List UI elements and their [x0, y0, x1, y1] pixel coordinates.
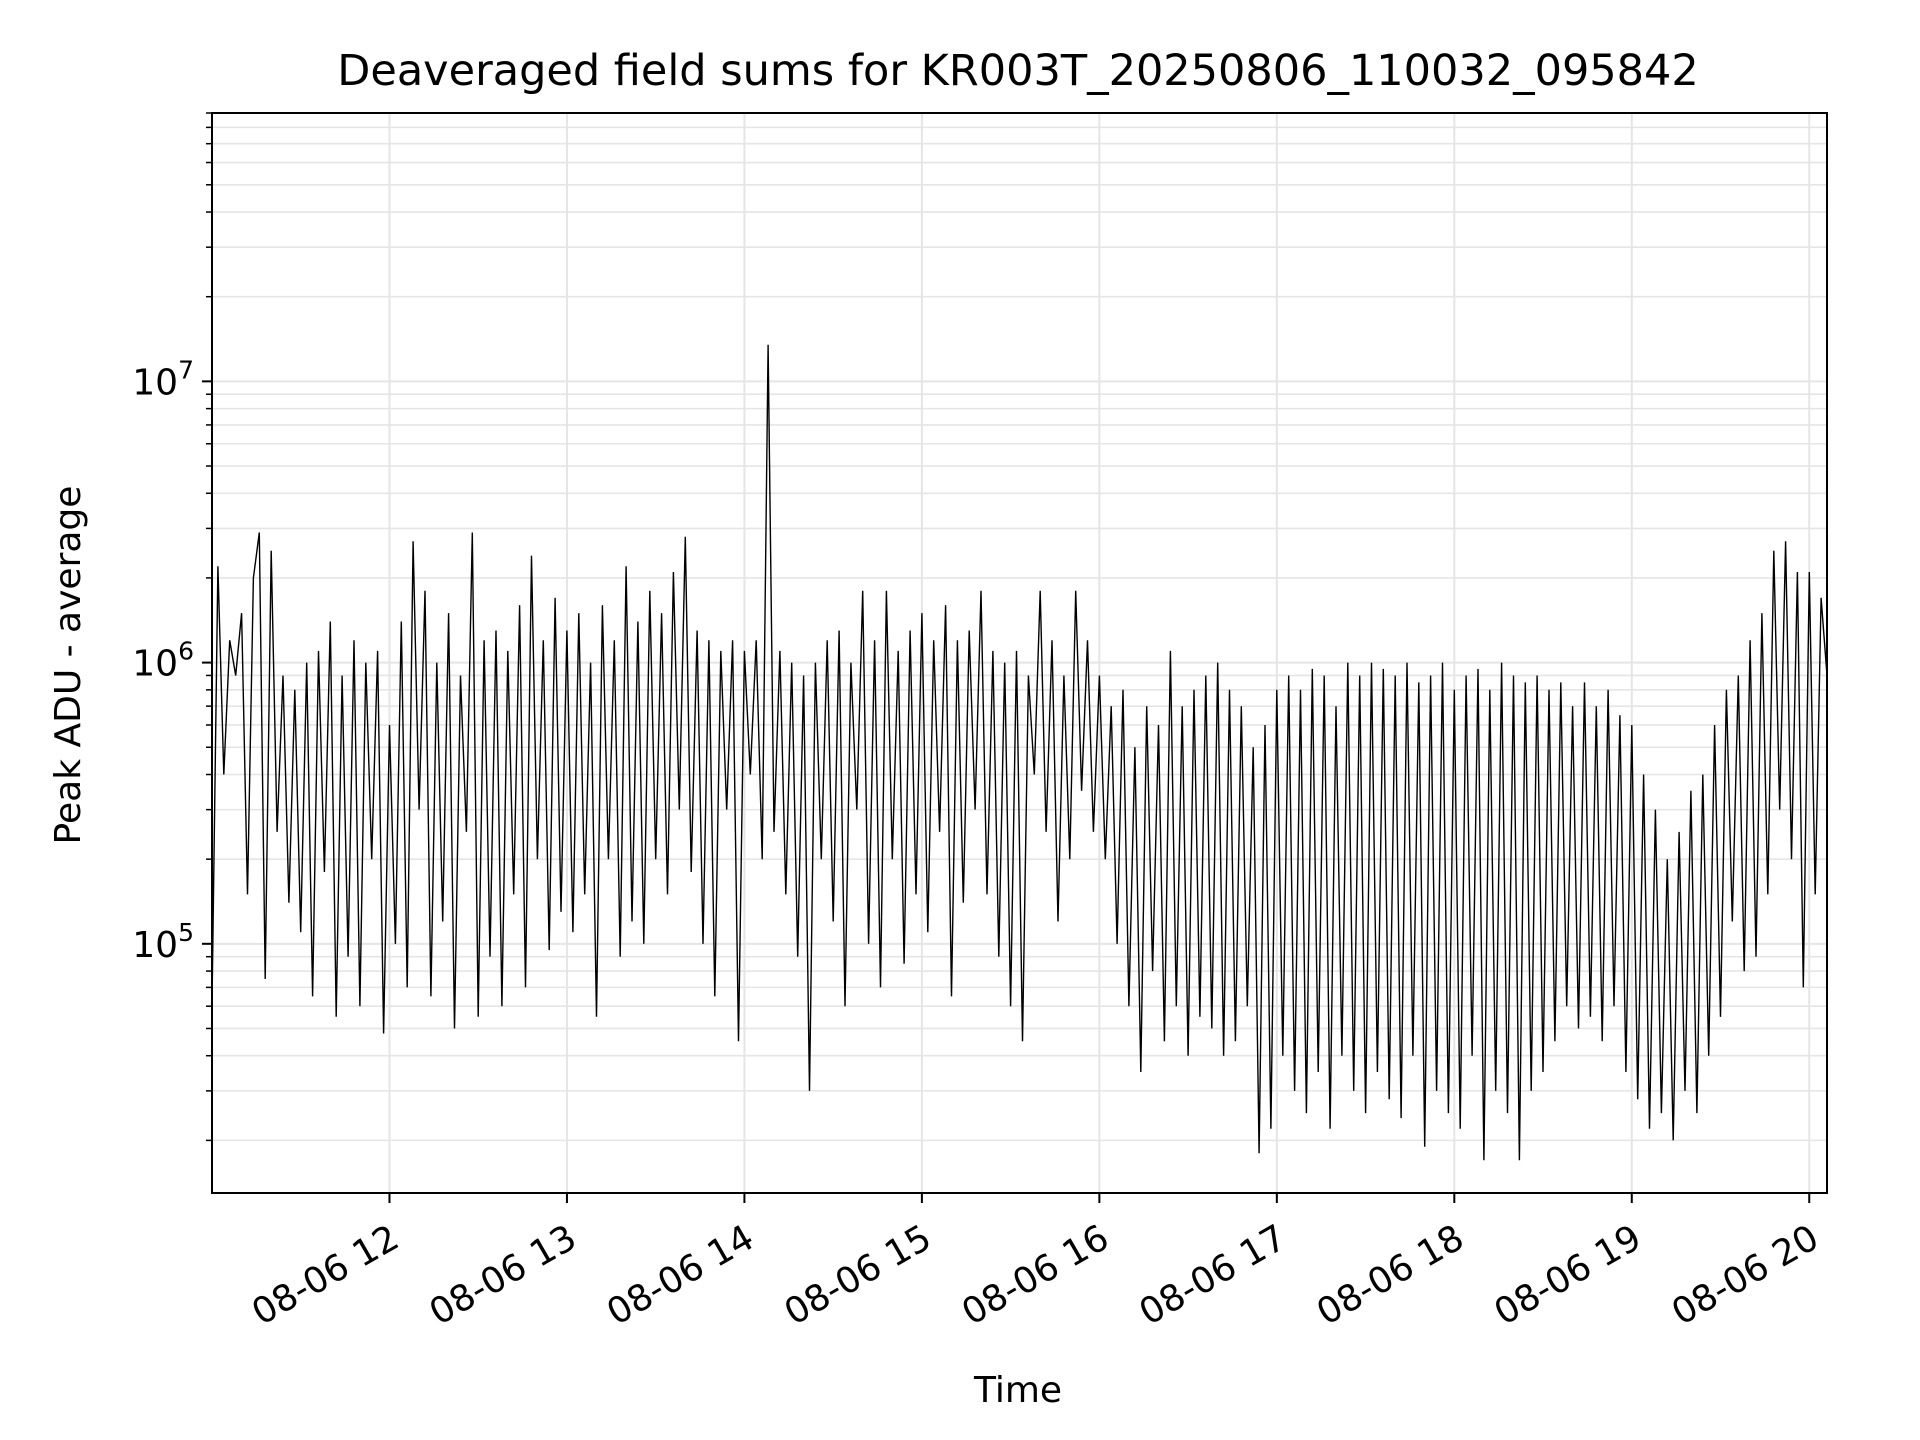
y-tick-label: 106	[132, 637, 194, 685]
plot-frame	[211, 112, 1828, 1194]
data-layer	[211, 344, 1828, 1161]
y-tick-label: 105	[132, 918, 194, 966]
chart-title: Deaveraged field sums for KR003T_2025080…	[337, 46, 1699, 96]
y-tick-label: 107	[132, 355, 194, 403]
y-axis-label: Peak ADU - average	[48, 486, 89, 845]
x-axis-label: Time	[973, 1370, 1062, 1411]
series-line-1	[211, 344, 1828, 1161]
